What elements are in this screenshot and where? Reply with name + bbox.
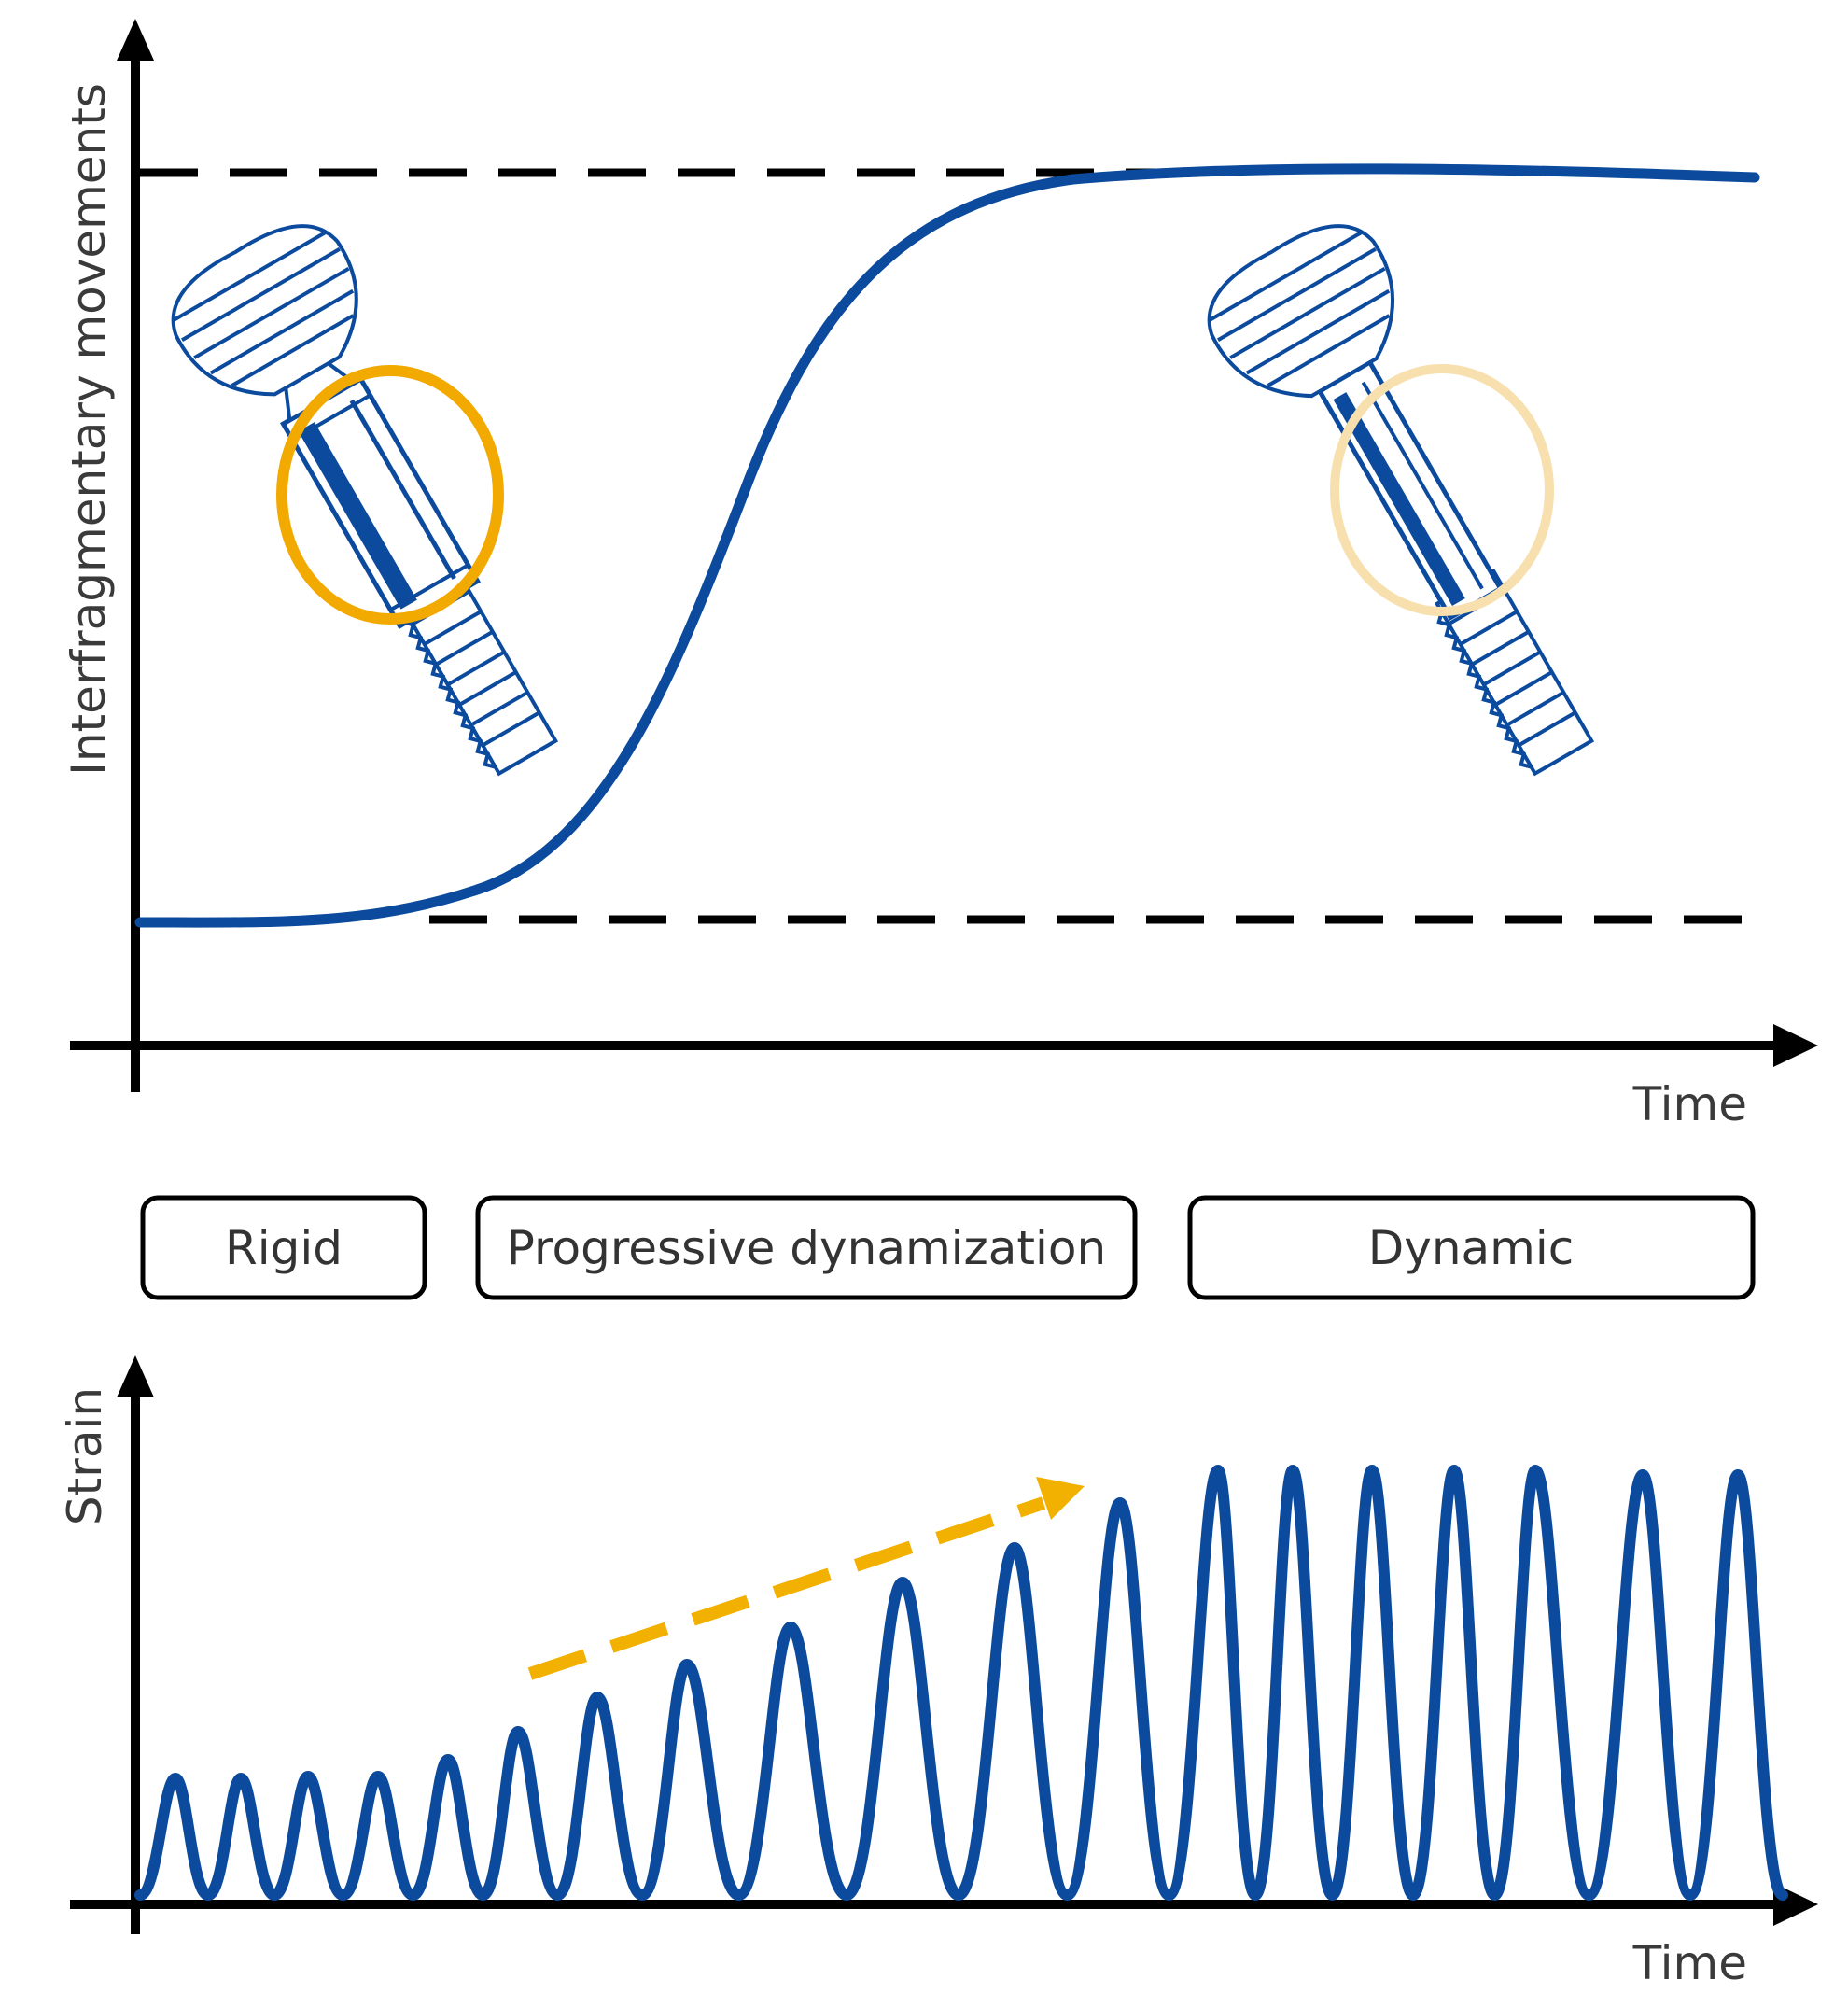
bottom-chart: Strain Time [58,1355,1818,1990]
dynamic-screw-icon [1207,224,1595,777]
top-y-axis-arrowhead [117,19,154,61]
phase-box-rigid [140,1195,427,1300]
rigid-screw-icon [171,224,559,777]
phase-box-progressive [475,1195,1138,1300]
dynamic-highlight-ring [1330,364,1554,616]
top-y-axis-label: Interfragmentary movements [62,83,116,776]
bottom-y-axis-arrowhead [117,1355,154,1397]
strain-wave [134,1465,1788,1901]
phase-label-rigid: Rigid [225,1221,343,1275]
phase-label-dynamic: Dynamic [1368,1221,1575,1275]
phase-label-progressive: Progressive dynamization [507,1221,1106,1275]
trend-arrow-head [1036,1477,1085,1520]
top-x-axis-label: Time [1632,1077,1747,1131]
rigid-highlight-ring [276,365,504,625]
trend-arrow-line [527,1496,1046,1680]
phase-boxes: Rigid Progressive dynamization Dynamic [140,1195,1756,1300]
phase-box-dynamic [1187,1195,1756,1300]
rigid-screw-threads [398,569,559,777]
sigmoid-curve [134,163,1760,928]
bottom-y-axis-label: Strain [58,1387,112,1525]
bottom-x-axis-label: Time [1632,1936,1747,1990]
top-x-axis-arrowhead [1773,1024,1818,1067]
top-chart: Interfragmentary movements Time [62,19,1818,1131]
